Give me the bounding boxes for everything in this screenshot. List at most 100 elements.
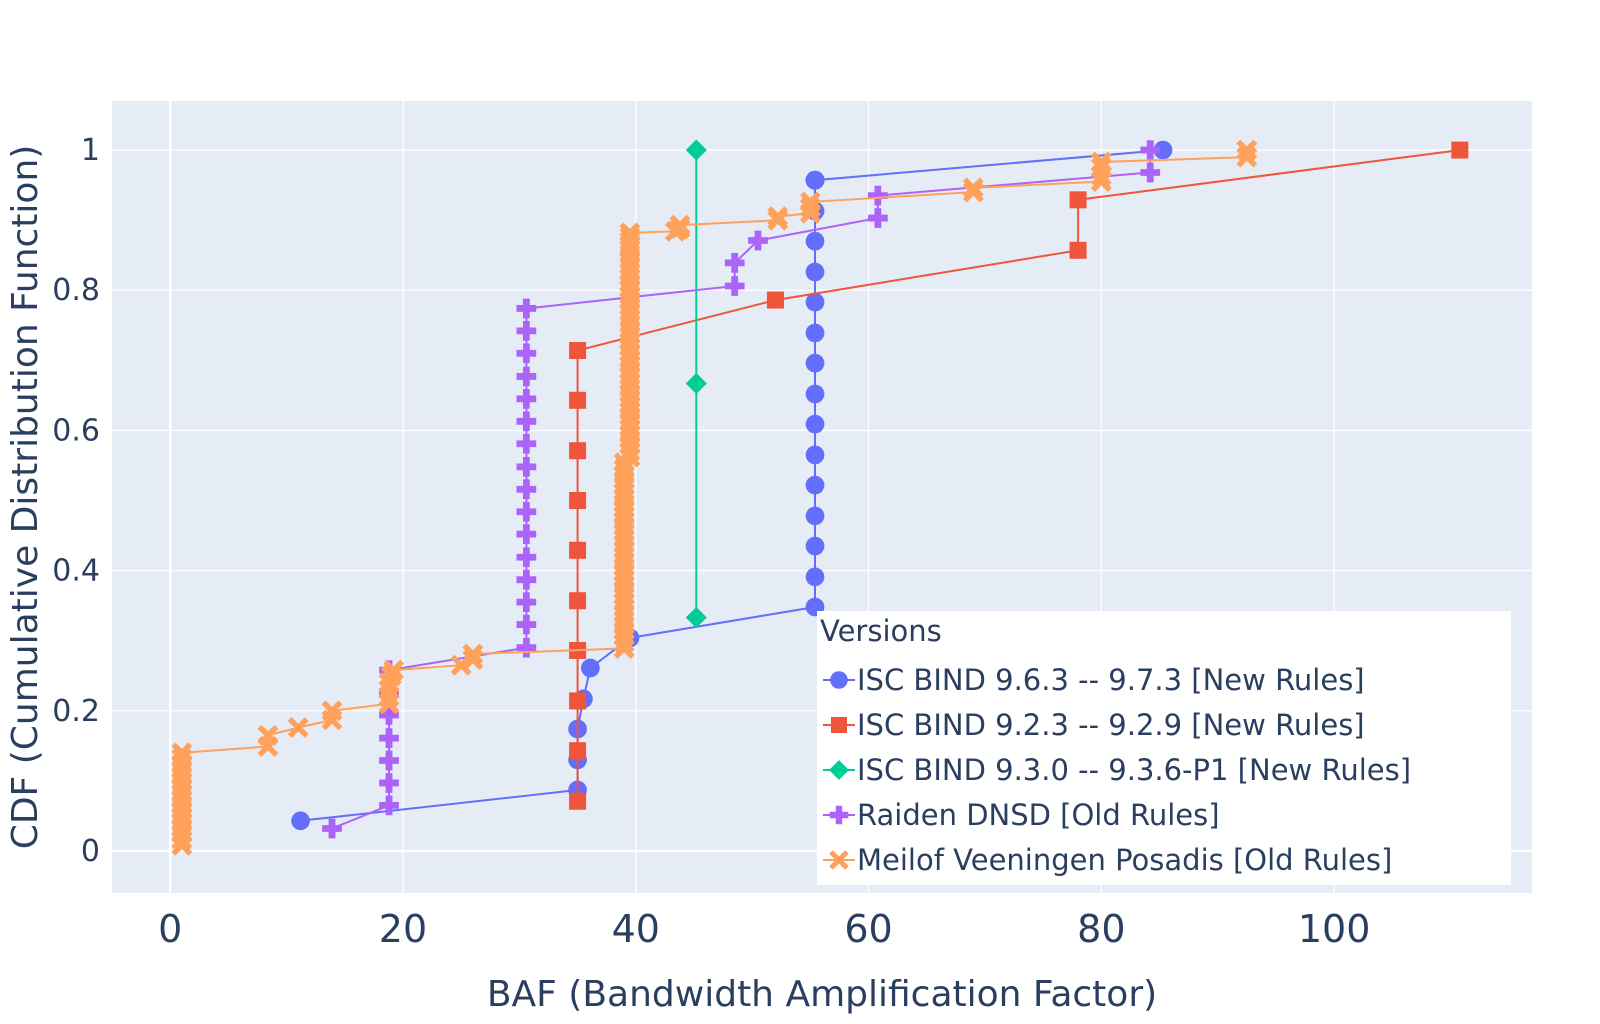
legend-item[interactable]: ISC BIND 9.6.3 -- 9.7.3 [New Rules] (823, 663, 1365, 697)
data-point (619, 222, 641, 244)
data-point (516, 592, 537, 612)
data-point (379, 795, 399, 816)
legend-item[interactable]: Meilof Veeningen Posadis [Old Rules] (823, 843, 1392, 877)
data-point (171, 748, 193, 769)
y-axis-title: CDF (Cumulative Distribution Function) (5, 145, 46, 850)
data-point (1140, 162, 1161, 183)
data-point (516, 637, 537, 658)
data-point (569, 692, 587, 710)
x-tick-label: 0 (158, 907, 182, 951)
series-2 (569, 141, 1469, 810)
series-3 (685, 139, 707, 629)
data-point (383, 659, 405, 681)
data-point (516, 569, 537, 590)
y-tick-label: 0.8 (52, 273, 100, 308)
data-point (569, 792, 587, 810)
data-point (748, 230, 768, 251)
legend-items: ISC BIND 9.6.3 -- 9.7.3 [New Rules] ISC B… (823, 663, 1411, 877)
series-layer (171, 139, 1469, 856)
data-point (516, 614, 537, 635)
data-point (805, 170, 825, 190)
data-point (516, 433, 537, 454)
y-tick-label: 1 (81, 133, 100, 168)
legend-label: Meilof Veeningen Posadis [Old Rules] (857, 843, 1392, 877)
legend[interactable]: Versions ISC BIND 9.6.3 -- 9.7.3 [New Ru… (817, 611, 1511, 885)
data-point (766, 291, 784, 309)
data-point (287, 717, 309, 739)
data-point (516, 547, 537, 568)
data-point (291, 811, 310, 831)
y-tick-label: 0 (81, 834, 100, 869)
data-point (379, 750, 399, 771)
data-point (1236, 146, 1258, 168)
x-tick-label: 80 (1077, 907, 1125, 951)
data-point (516, 366, 537, 387)
data-point (569, 391, 587, 409)
x-tick-label: 100 (1298, 907, 1371, 951)
data-point (569, 342, 587, 360)
legend-item[interactable]: ISC BIND 9.2.3 -- 9.2.9 [New Rules] (823, 708, 1365, 742)
data-point (724, 253, 745, 273)
data-point (516, 321, 537, 341)
data-point (805, 567, 825, 587)
data-point (805, 506, 825, 526)
data-point (724, 276, 745, 296)
data-point (1069, 241, 1087, 259)
data-point (516, 298, 537, 319)
data-point (868, 208, 888, 228)
series-4 (322, 140, 1161, 839)
data-point (868, 185, 888, 206)
data-point (805, 292, 825, 312)
data-point (805, 262, 825, 282)
data-point (1090, 151, 1112, 173)
series-5 (171, 139, 1258, 856)
x-tick-label: 60 (844, 907, 892, 951)
legend-swatch-marker (829, 850, 849, 870)
data-point (685, 372, 707, 394)
data-point (1069, 191, 1087, 209)
data-point (1236, 139, 1258, 161)
data-point (805, 231, 825, 251)
data-point (805, 445, 825, 465)
data-point (516, 389, 537, 409)
legend-background (817, 611, 1511, 885)
data-point (962, 181, 984, 203)
data-point (569, 492, 587, 510)
data-point (569, 442, 587, 460)
legend-title: Versions (820, 614, 942, 648)
data-point (516, 411, 537, 432)
data-point (171, 742, 193, 764)
legend-label: ISC BIND 9.3.0 -- 9.3.6-P1 [New Rules] (857, 753, 1411, 787)
data-point (805, 353, 825, 373)
data-point (516, 457, 537, 477)
data-point (321, 700, 343, 722)
y-tick-labels: 0 0.2 0.4 0.6 0.8 1 (52, 133, 100, 869)
data-point (805, 384, 825, 404)
data-point (1451, 141, 1469, 159)
legend-swatch-marker (829, 805, 849, 825)
legend-item[interactable]: ISC BIND 9.3.0 -- 9.3.6-P1 [New Rules] (823, 753, 1411, 787)
legend-swatch-marker (830, 671, 848, 689)
data-point (1140, 140, 1161, 160)
x-tick-labels: 0 20 40 60 80 100 (158, 907, 1370, 951)
data-point (1090, 157, 1112, 179)
data-point (685, 607, 707, 629)
data-point (805, 475, 825, 495)
data-point (569, 541, 587, 559)
x-tick-label: 20 (379, 907, 427, 951)
legend-swatch-marker (829, 760, 849, 780)
data-point (462, 643, 484, 665)
data-point (799, 191, 821, 213)
data-point (805, 414, 825, 434)
data-point (613, 458, 635, 480)
data-point (619, 226, 641, 248)
legend-label: ISC BIND 9.6.3 -- 9.7.3 [New Rules] (857, 663, 1365, 697)
data-point (1153, 140, 1173, 160)
legend-label: ISC BIND 9.2.3 -- 9.2.9 [New Rules] (857, 708, 1365, 742)
data-point (669, 214, 691, 236)
x-tick-label: 40 (612, 907, 660, 951)
legend-item[interactable]: Raiden DNSD [Old Rules] (823, 798, 1220, 832)
data-point (379, 728, 399, 748)
data-point (805, 323, 825, 343)
